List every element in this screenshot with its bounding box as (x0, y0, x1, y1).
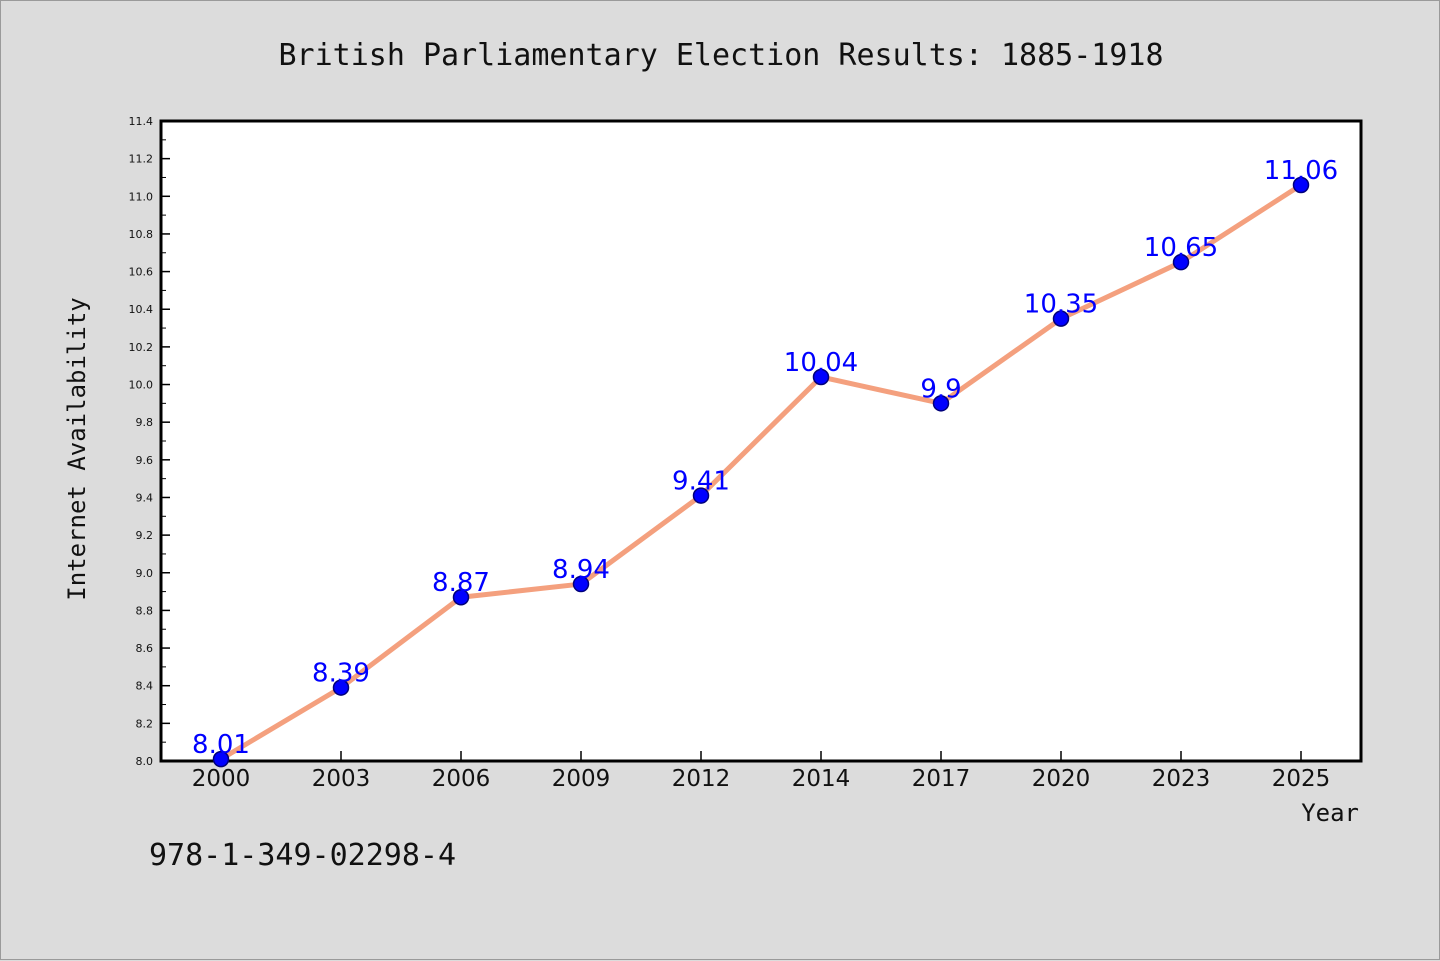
data-label-9: 11.06 (1264, 156, 1338, 186)
data-label-6: 9.9 (920, 374, 961, 404)
y-tick-label-5: 9.0 (136, 567, 154, 580)
data-labels: 8.01 8.39 8.87 8.94 9.41 10.04 9.9 10.35 10.65 11… (192, 156, 1338, 760)
y-tick-label-14: 10.8 (129, 228, 154, 241)
x-tick-label-0: 2000 (192, 766, 251, 792)
data-label-7: 10.35 (1024, 290, 1098, 320)
y-tick-label-8: 9.6 (136, 454, 154, 467)
y-tick-label-16: 11.2 (129, 153, 154, 166)
data-label-1: 8.39 (312, 659, 370, 689)
y-tick-label-12: 10.4 (129, 303, 154, 316)
data-point-6 (932, 395, 950, 412)
y-tick-label-9: 9.8 (136, 416, 154, 429)
data-point-2 (452, 588, 470, 606)
y-axis-label: Internet Availability (63, 297, 91, 600)
data-label-0: 8.01 (192, 730, 250, 760)
chart-title: British Parliamentary Election Results: … (278, 38, 1163, 73)
x-tick-label-7: 2020 (1032, 766, 1091, 792)
x-tick-label-9: 2025 (1272, 766, 1331, 792)
y-tick-label-13: 10.6 (129, 266, 154, 279)
data-label-3: 8.94 (552, 555, 610, 585)
x-tick-label-1: 2003 (312, 766, 371, 792)
x-tick-label-4: 2012 (672, 766, 731, 792)
y-tick-label-11: 10.2 (129, 341, 154, 354)
y-tick-label-1: 8.2 (136, 717, 154, 730)
x-tick-label-2: 2006 (432, 766, 491, 792)
x-tick-label-3: 2009 (552, 766, 611, 792)
y-axis: 8.0 8.2 8.4 8.6 8.8 9.0 9.2 9.4 9.6 9.8 10.0 10.2 10… (129, 115, 170, 768)
data-point-1 (332, 679, 350, 696)
x-tick-label-5: 2014 (792, 766, 851, 792)
y-tick-label-0: 8.0 (136, 755, 154, 768)
isbn-label: 978-1-349-02298-4 (149, 838, 456, 873)
y-tick-label-15: 11.0 (129, 190, 154, 203)
x-axis-label: Year (1301, 799, 1359, 827)
y-tick-label-7: 9.4 (136, 491, 154, 504)
data-label-5: 10.04 (784, 348, 858, 378)
data-point-9 (1292, 176, 1310, 194)
data-point-0 (212, 750, 230, 768)
data-point-3 (572, 575, 590, 593)
y-tick-label-4: 8.8 (136, 604, 154, 617)
x-axis: 2000 2003 2006 2009 2012 2014 2017 2020 2023 2025 (192, 751, 1331, 792)
y-tick-label-6: 9.2 (136, 529, 154, 542)
x-tick-label-6: 2017 (912, 766, 971, 792)
series-markers (212, 176, 1310, 768)
series-line (218, 182, 1304, 762)
plot-area (159, 119, 1363, 763)
y-tick-label-2: 8.4 (136, 680, 154, 693)
data-point-5 (812, 368, 830, 386)
data-label-8: 10.65 (1144, 233, 1218, 263)
data-point-8 (1172, 253, 1190, 271)
x-tick-label-8: 2023 (1152, 766, 1211, 792)
data-label-4: 9.41 (672, 467, 730, 497)
y-tick-label-3: 8.6 (136, 642, 154, 655)
data-point-4 (692, 487, 710, 504)
data-point-7 (1052, 310, 1070, 327)
y-tick-label-17: 11.4 (129, 115, 154, 128)
data-label-2: 8.87 (432, 568, 490, 598)
y-tick-label-10: 10.0 (129, 379, 154, 392)
